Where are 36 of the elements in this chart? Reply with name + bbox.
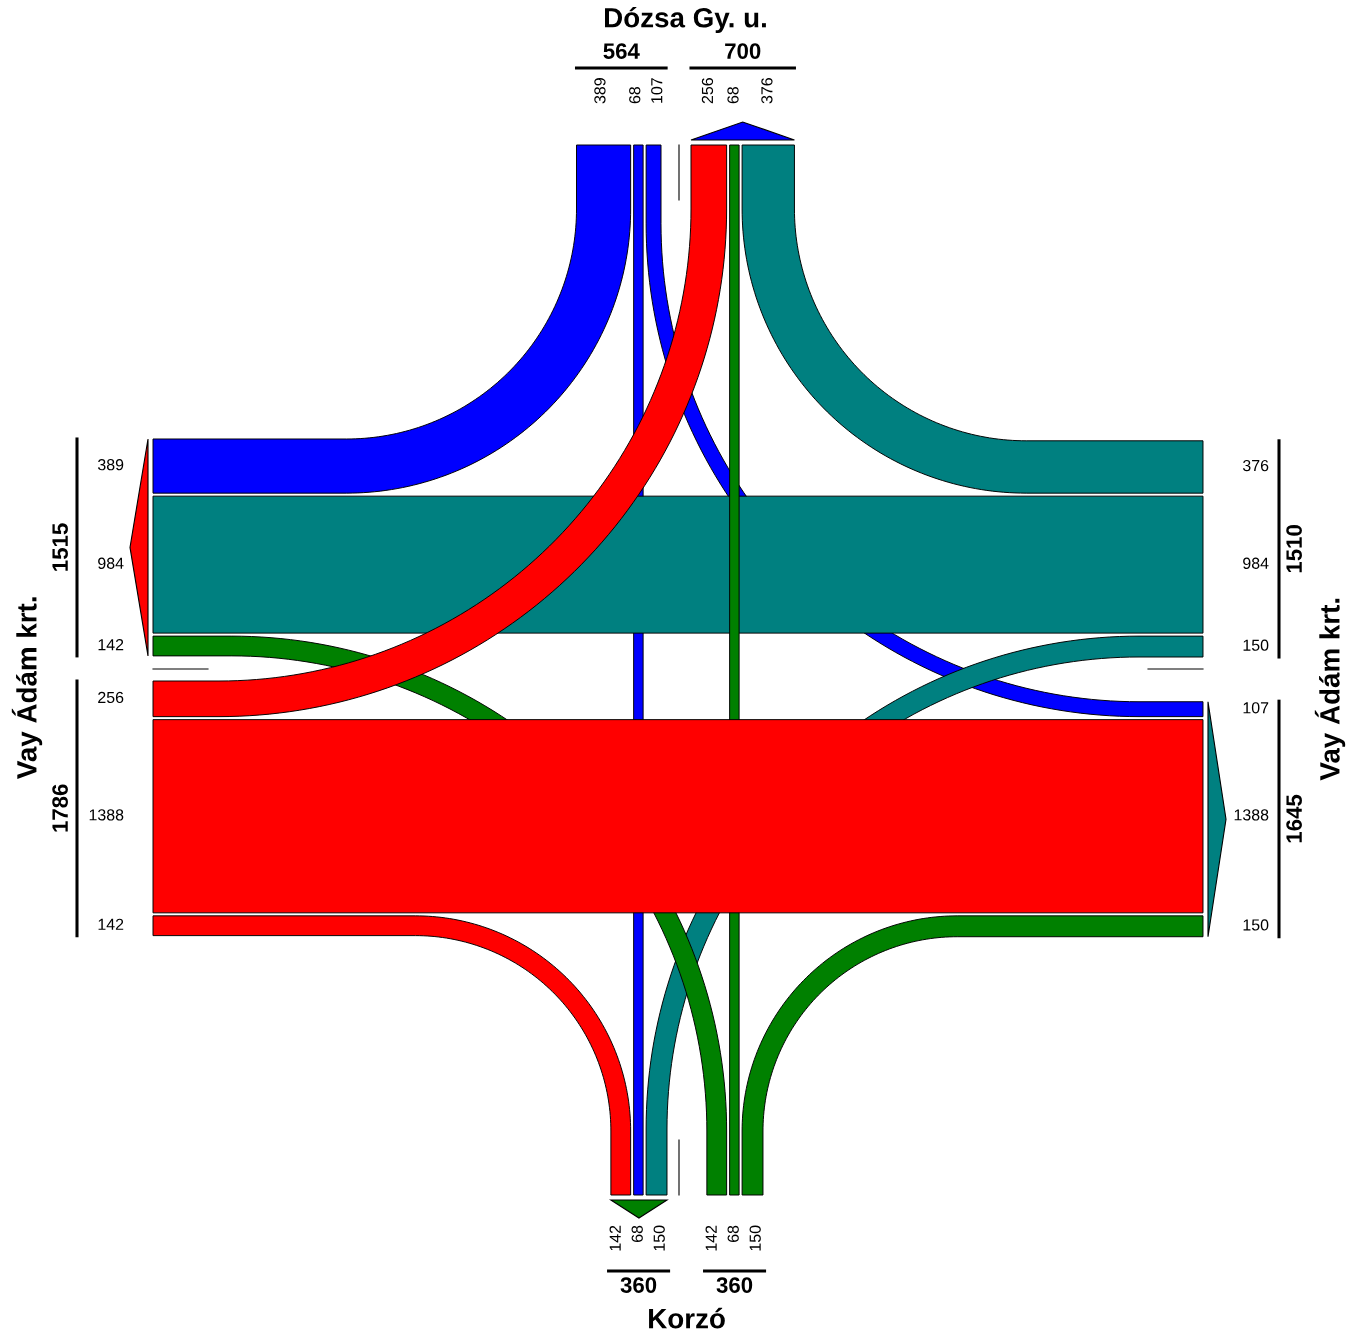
text: 376	[1242, 459, 1269, 472]
data-label: 142	[98, 638, 124, 651]
text: 700	[725, 43, 761, 59]
text: 1515	[52, 523, 68, 571]
text: 1510	[1286, 525, 1302, 573]
text: 1786	[52, 784, 68, 832]
text: 564	[603, 43, 640, 59]
text: 107	[651, 78, 663, 103]
data-label: 376	[761, 78, 773, 104]
text: 150	[1243, 919, 1269, 931]
category-label: Vay Ádám krt.	[1314, 598, 1346, 781]
data-label: 1388	[1234, 809, 1269, 821]
text: 68	[631, 1225, 643, 1242]
data-label: 68	[629, 86, 641, 104]
data-label: 107	[1243, 702, 1269, 714]
data-label: 389	[97, 459, 124, 471]
category-label: Korzó	[649, 1307, 725, 1329]
text: 142	[609, 1225, 621, 1251]
data-label: 256	[701, 78, 714, 104]
data-label: 984	[98, 557, 124, 569]
text: 256	[98, 691, 124, 704]
text: 389	[594, 78, 606, 104]
data-label: 150	[1243, 639, 1269, 651]
text: 360	[716, 1277, 753, 1293]
text: 984	[1243, 557, 1269, 569]
text: 1388	[89, 809, 124, 821]
text: 1645	[1286, 794, 1302, 843]
text: 150	[749, 1225, 761, 1251]
text: 360	[620, 1277, 657, 1293]
data-label: 68	[727, 1225, 739, 1242]
data-label: 150	[653, 1225, 665, 1251]
category-label: Vay Ádám krt.	[11, 597, 43, 779]
category-label: Dózsa Gy. u.	[605, 6, 766, 34]
data-label: 142	[705, 1225, 717, 1251]
text: 68	[727, 86, 739, 104]
text: 142	[98, 918, 124, 930]
